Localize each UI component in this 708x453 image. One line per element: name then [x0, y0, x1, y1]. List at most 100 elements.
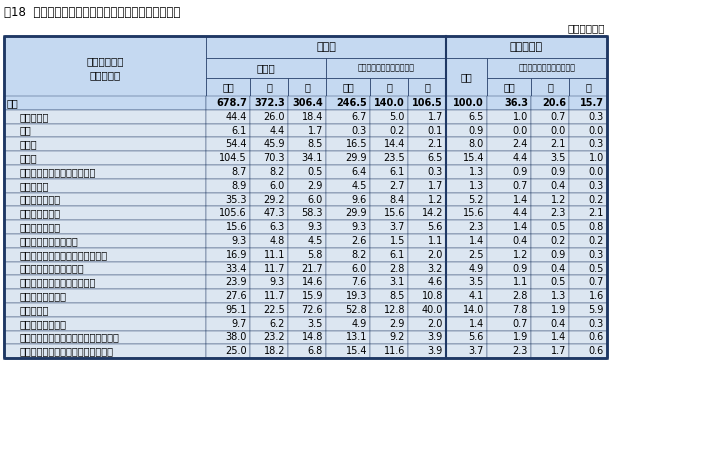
Text: 11.7: 11.7	[263, 264, 285, 274]
Text: 11.1: 11.1	[263, 250, 285, 260]
Text: 1.7: 1.7	[428, 181, 443, 191]
Text: 4.4: 4.4	[270, 125, 285, 135]
Bar	[250, 165, 288, 179]
Bar	[408, 207, 446, 220]
Bar	[370, 303, 408, 317]
Text: 職業訓練・自己啓発をした: 職業訓練・自己啓発をした	[518, 63, 576, 72]
Bar	[250, 275, 288, 289]
Bar	[569, 261, 607, 275]
Text: 0.1: 0.1	[428, 125, 443, 135]
Text: 1.4: 1.4	[513, 194, 528, 204]
Text: 15.9: 15.9	[302, 291, 323, 301]
Text: 6.7: 6.7	[352, 112, 367, 122]
Text: 16.9: 16.9	[226, 250, 247, 260]
Bar	[487, 151, 531, 165]
Bar	[370, 234, 408, 248]
Bar	[4, 207, 206, 220]
Text: 0.7: 0.7	[551, 112, 566, 122]
Text: 1.3: 1.3	[551, 291, 566, 301]
Bar	[288, 137, 326, 151]
Text: 14.6: 14.6	[302, 277, 323, 287]
Bar	[206, 234, 250, 248]
Text: 12.8: 12.8	[384, 305, 405, 315]
Bar	[206, 275, 250, 289]
Bar	[4, 303, 206, 317]
Bar	[326, 58, 446, 78]
Bar	[206, 151, 250, 165]
Bar	[408, 275, 446, 289]
Bar	[370, 275, 408, 289]
Text: ・雇用形態: ・雇用形態	[89, 70, 120, 80]
Bar	[250, 303, 288, 317]
Text: 0.3: 0.3	[352, 125, 367, 135]
Bar	[206, 165, 250, 179]
Bar	[487, 179, 531, 193]
Text: 18.2: 18.2	[263, 346, 285, 357]
Text: 2.9: 2.9	[307, 181, 323, 191]
Bar	[206, 220, 250, 234]
Bar	[326, 303, 370, 317]
Text: 1.4: 1.4	[551, 333, 566, 342]
Text: 6.0: 6.0	[308, 194, 323, 204]
Text: 2.0: 2.0	[428, 319, 443, 329]
Bar	[370, 179, 408, 193]
Bar	[446, 207, 487, 220]
Text: 9.3: 9.3	[232, 236, 247, 246]
Text: 9.6: 9.6	[352, 194, 367, 204]
Bar	[370, 220, 408, 234]
Bar	[4, 110, 206, 124]
Bar	[370, 193, 408, 207]
Bar	[531, 275, 569, 289]
Text: 13.1: 13.1	[346, 333, 367, 342]
Text: 15.4: 15.4	[346, 346, 367, 357]
Bar	[370, 110, 408, 124]
Bar	[206, 317, 250, 331]
Text: 100.0: 100.0	[453, 98, 484, 108]
Text: 14.0: 14.0	[462, 305, 484, 315]
Bar	[288, 289, 326, 303]
Bar	[250, 193, 288, 207]
Text: 52.8: 52.8	[346, 305, 367, 315]
Bar	[408, 317, 446, 331]
Text: 3.5: 3.5	[307, 319, 323, 329]
Bar	[4, 234, 206, 248]
Bar	[250, 220, 288, 234]
Bar	[487, 303, 531, 317]
Bar	[326, 110, 370, 124]
Text: 総数: 総数	[461, 72, 472, 82]
Bar	[370, 96, 408, 110]
Text: 6.1: 6.1	[389, 167, 405, 177]
Bar	[487, 261, 531, 275]
Bar	[531, 110, 569, 124]
Bar	[370, 137, 408, 151]
Text: 複合サービス事業: 複合サービス事業	[20, 319, 67, 329]
Text: 0.3: 0.3	[589, 112, 604, 122]
Text: 11.6: 11.6	[384, 346, 405, 357]
Text: 総数: 総数	[7, 98, 18, 108]
Text: 3.1: 3.1	[389, 277, 405, 287]
Text: 8.9: 8.9	[232, 181, 247, 191]
Bar	[531, 234, 569, 248]
Bar	[4, 96, 206, 110]
Bar	[531, 261, 569, 275]
Bar	[446, 317, 487, 331]
Text: 4.6: 4.6	[428, 277, 443, 287]
Text: 44.4: 44.4	[226, 112, 247, 122]
Bar	[288, 165, 326, 179]
Text: 8.2: 8.2	[352, 250, 367, 260]
Bar	[250, 248, 288, 261]
Text: 6.1: 6.1	[389, 250, 405, 260]
Text: 20.6: 20.6	[542, 98, 566, 108]
Text: 4.5: 4.5	[352, 181, 367, 191]
Bar	[250, 78, 288, 96]
Bar	[531, 78, 569, 96]
Text: 23.9: 23.9	[226, 277, 247, 287]
Text: 104.5: 104.5	[219, 153, 247, 163]
Text: 105.6: 105.6	[219, 208, 247, 218]
Bar	[250, 151, 288, 165]
Text: 8.5: 8.5	[307, 140, 323, 149]
Bar	[487, 165, 531, 179]
Bar	[569, 248, 607, 261]
Text: 15.6: 15.6	[384, 208, 405, 218]
Text: 47.3: 47.3	[263, 208, 285, 218]
